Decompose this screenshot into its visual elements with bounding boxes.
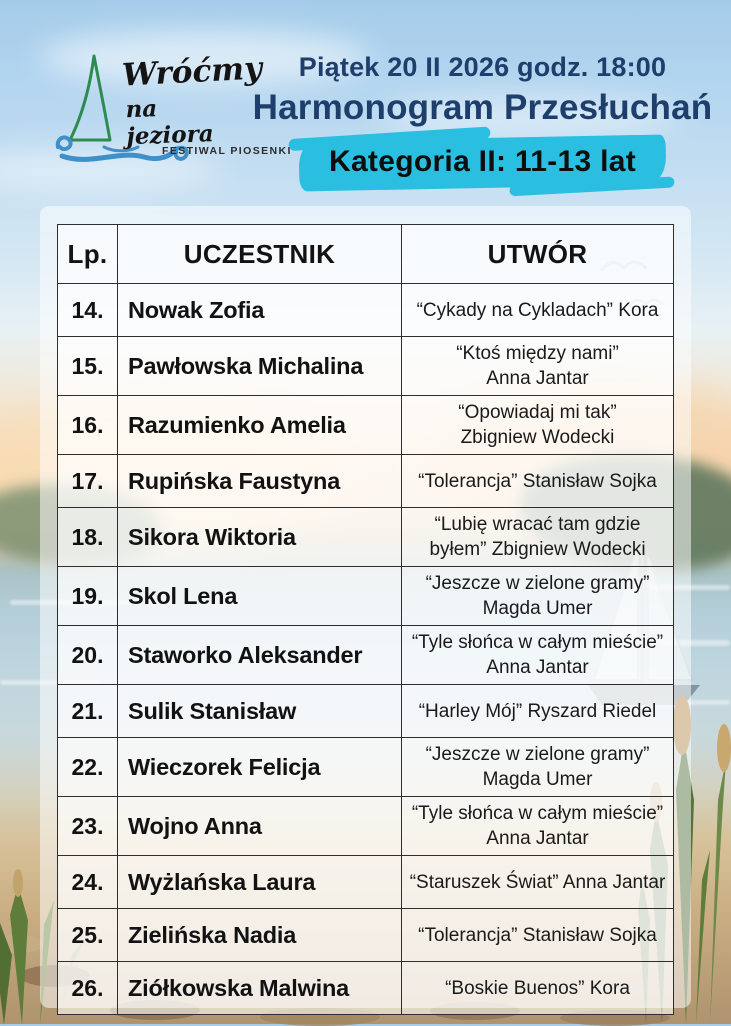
table-row: 23. Wojno Anna “Tyle słońca w całym mieś… bbox=[57, 796, 674, 856]
water-streak bbox=[660, 640, 730, 646]
row-number: 23. bbox=[57, 796, 118, 856]
row-number: 17. bbox=[57, 454, 118, 508]
table-row: 26. Ziółkowska Malwina “Boskie Buenos” K… bbox=[57, 961, 674, 1015]
song-title: “Tolerancja” Stanisław Sojka bbox=[401, 908, 674, 962]
row-number: 18. bbox=[57, 507, 118, 567]
column-header-song: UTWÓR bbox=[401, 224, 674, 284]
logo-text-line1: Wróćmy bbox=[121, 50, 263, 94]
table-row: 15. Pawłowska Michalina “Ktoś między nam… bbox=[57, 336, 674, 396]
table-row: 21. Sulik Stanisław “Harley Mój” Ryszard… bbox=[57, 684, 674, 738]
audition-schedule-table: Lp. UCZESTNIK UTWÓR 14. Nowak Zofia “Cyk… bbox=[57, 224, 674, 1015]
song-title: “Cykady na Cykladach” Kora bbox=[401, 283, 674, 337]
participant-name: Pawłowska Michalina bbox=[117, 336, 402, 396]
poster-header: Wróćmy na jeziora FESTIWAL PIOSENKI Piąt… bbox=[52, 50, 713, 192]
table-row: 16. Razumienko Amelia “Opowiadaj mi tak”… bbox=[57, 395, 674, 455]
song-title-line: Magda Umer bbox=[482, 769, 593, 790]
song-title-line: Anna Jantar bbox=[486, 828, 589, 849]
row-number: 14. bbox=[57, 283, 118, 337]
row-number: 26. bbox=[57, 961, 118, 1015]
participant-name: Nowak Zofia bbox=[117, 283, 402, 337]
song-title: “Boskie Buenos” Kora bbox=[401, 961, 674, 1015]
table-row: 19. Skol Lena “Jeszcze w zielone gramy” M… bbox=[57, 566, 674, 626]
song-title-line: “Jeszcze w zielone gramy” bbox=[425, 744, 650, 765]
row-number: 21. bbox=[57, 684, 118, 738]
page-title: Harmonogram Przesłuchań bbox=[252, 88, 713, 127]
table-row: 24. Wyżlańska Laura “Staruszek Świat” An… bbox=[57, 855, 674, 909]
table-row: 22. Wieczorek Felicja “Jeszcze w zielone… bbox=[57, 737, 674, 797]
category-highlight: Kategoria II: 11-13 lat bbox=[298, 134, 667, 192]
song-title-line: Anna Jantar bbox=[486, 368, 589, 389]
participant-name: Razumienko Amelia bbox=[117, 395, 402, 455]
participant-name: Sikora Wiktoria bbox=[117, 507, 402, 567]
song-title-line: “Staruszek Świat” Anna Jantar bbox=[409, 871, 666, 893]
song-title-line: “Ktoś między nami” bbox=[456, 343, 619, 364]
participant-name: Skol Lena bbox=[117, 566, 402, 626]
row-number: 15. bbox=[57, 336, 118, 396]
row-number: 19. bbox=[57, 566, 118, 626]
song-title-line: Zbigniew Wodecki bbox=[460, 427, 615, 448]
table-row: 20. Staworko Aleksander “Tyle słońca w c… bbox=[57, 625, 674, 685]
schedule-body: 14. Nowak Zofia “Cykady na Cykladach” Ko… bbox=[57, 283, 674, 1015]
song-title: “Jeszcze w zielone gramy” Magda Umer bbox=[401, 737, 674, 797]
song-title-line: Anna Jantar bbox=[486, 657, 589, 678]
song-title-line: Magda Umer bbox=[482, 598, 593, 619]
logo-text-line2: na jeziora bbox=[125, 95, 215, 151]
table-row: 18. Sikora Wiktoria “Lubię wracać tam gd… bbox=[57, 507, 674, 567]
song-title: “Jeszcze w zielone gramy” Magda Umer bbox=[401, 566, 674, 626]
song-title-line: byłem” Zbigniew Wodecki bbox=[429, 539, 646, 560]
participant-name: Wieczorek Felicja bbox=[117, 737, 402, 797]
song-title-line: “Boskie Buenos” Kora bbox=[445, 977, 630, 999]
song-title-line: “Tyle słońca w całym mieście” bbox=[411, 803, 664, 824]
logo-subtitle: FESTIWAL PIOSENKI bbox=[162, 145, 292, 157]
table-row: 17. Rupińska Faustyna “Tolerancja” Stani… bbox=[57, 454, 674, 508]
song-title-line: “Tolerancja” Stanisław Sojka bbox=[418, 924, 657, 946]
row-number: 20. bbox=[57, 625, 118, 685]
song-title: “Tyle słońca w całym mieście” Anna Jantar bbox=[401, 796, 674, 856]
column-header-participant: UCZESTNIK bbox=[117, 224, 402, 284]
table-header-row: Lp. UCZESTNIK UTWÓR bbox=[57, 224, 674, 284]
table-row: 25. Zielińska Nadia “Tolerancja” Stanisł… bbox=[57, 908, 674, 962]
row-number: 25. bbox=[57, 908, 118, 962]
row-number: 16. bbox=[57, 395, 118, 455]
song-title-line: “Opowiadaj mi tak” bbox=[458, 402, 617, 423]
festival-logo: Wróćmy na jeziora FESTIWAL PIOSENKI bbox=[52, 50, 290, 180]
row-number: 22. bbox=[57, 737, 118, 797]
song-title-line: “Jeszcze w zielone gramy” bbox=[425, 573, 650, 594]
table-row: 14. Nowak Zofia “Cykady na Cykladach” Ko… bbox=[57, 283, 674, 337]
song-title-line: “Lubię wracać tam gdzie bbox=[434, 514, 641, 535]
participant-name: Wojno Anna bbox=[117, 796, 402, 856]
song-title-line: “Tolerancja” Stanisław Sojka bbox=[418, 470, 657, 492]
row-number: 24. bbox=[57, 855, 118, 909]
category-label: Kategoria II: 11-13 lat bbox=[328, 145, 636, 179]
song-title-line: “Harley Mój” Ryszard Riedel bbox=[418, 700, 657, 722]
participant-name: Staworko Aleksander bbox=[117, 625, 402, 685]
song-title: “Staruszek Świat” Anna Jantar bbox=[401, 855, 674, 909]
participant-name: Ziółkowska Malwina bbox=[117, 961, 402, 1015]
column-header-number: Lp. bbox=[57, 224, 118, 284]
song-title: “Ktoś między nami” Anna Jantar bbox=[401, 336, 674, 396]
participant-name: Zielińska Nadia bbox=[117, 908, 402, 962]
song-title: “Opowiadaj mi tak” Zbigniew Wodecki bbox=[401, 395, 674, 455]
event-date: Piątek 20 II 2026 godz. 18:00 bbox=[298, 52, 667, 82]
title-block: Piątek 20 II 2026 godz. 18:00 Harmonogra… bbox=[252, 50, 713, 192]
song-title: “Harley Mój” Ryszard Riedel bbox=[401, 684, 674, 738]
participant-name: Sulik Stanisław bbox=[117, 684, 402, 738]
sailboat-logo-icon bbox=[55, 54, 189, 162]
song-title: “Tyle słońca w całym mieście” Anna Jantar bbox=[401, 625, 674, 685]
song-title-line: “Tyle słońca w całym mieście” bbox=[411, 632, 664, 653]
song-title: “Lubię wracać tam gdzie byłem” Zbigniew W… bbox=[401, 507, 674, 567]
song-title-line: “Cykady na Cykladach” Kora bbox=[416, 299, 659, 321]
song-title: “Tolerancja” Stanisław Sojka bbox=[401, 454, 674, 508]
participant-name: Rupińska Faustyna bbox=[117, 454, 402, 508]
participant-name: Wyżlańska Laura bbox=[117, 855, 402, 909]
